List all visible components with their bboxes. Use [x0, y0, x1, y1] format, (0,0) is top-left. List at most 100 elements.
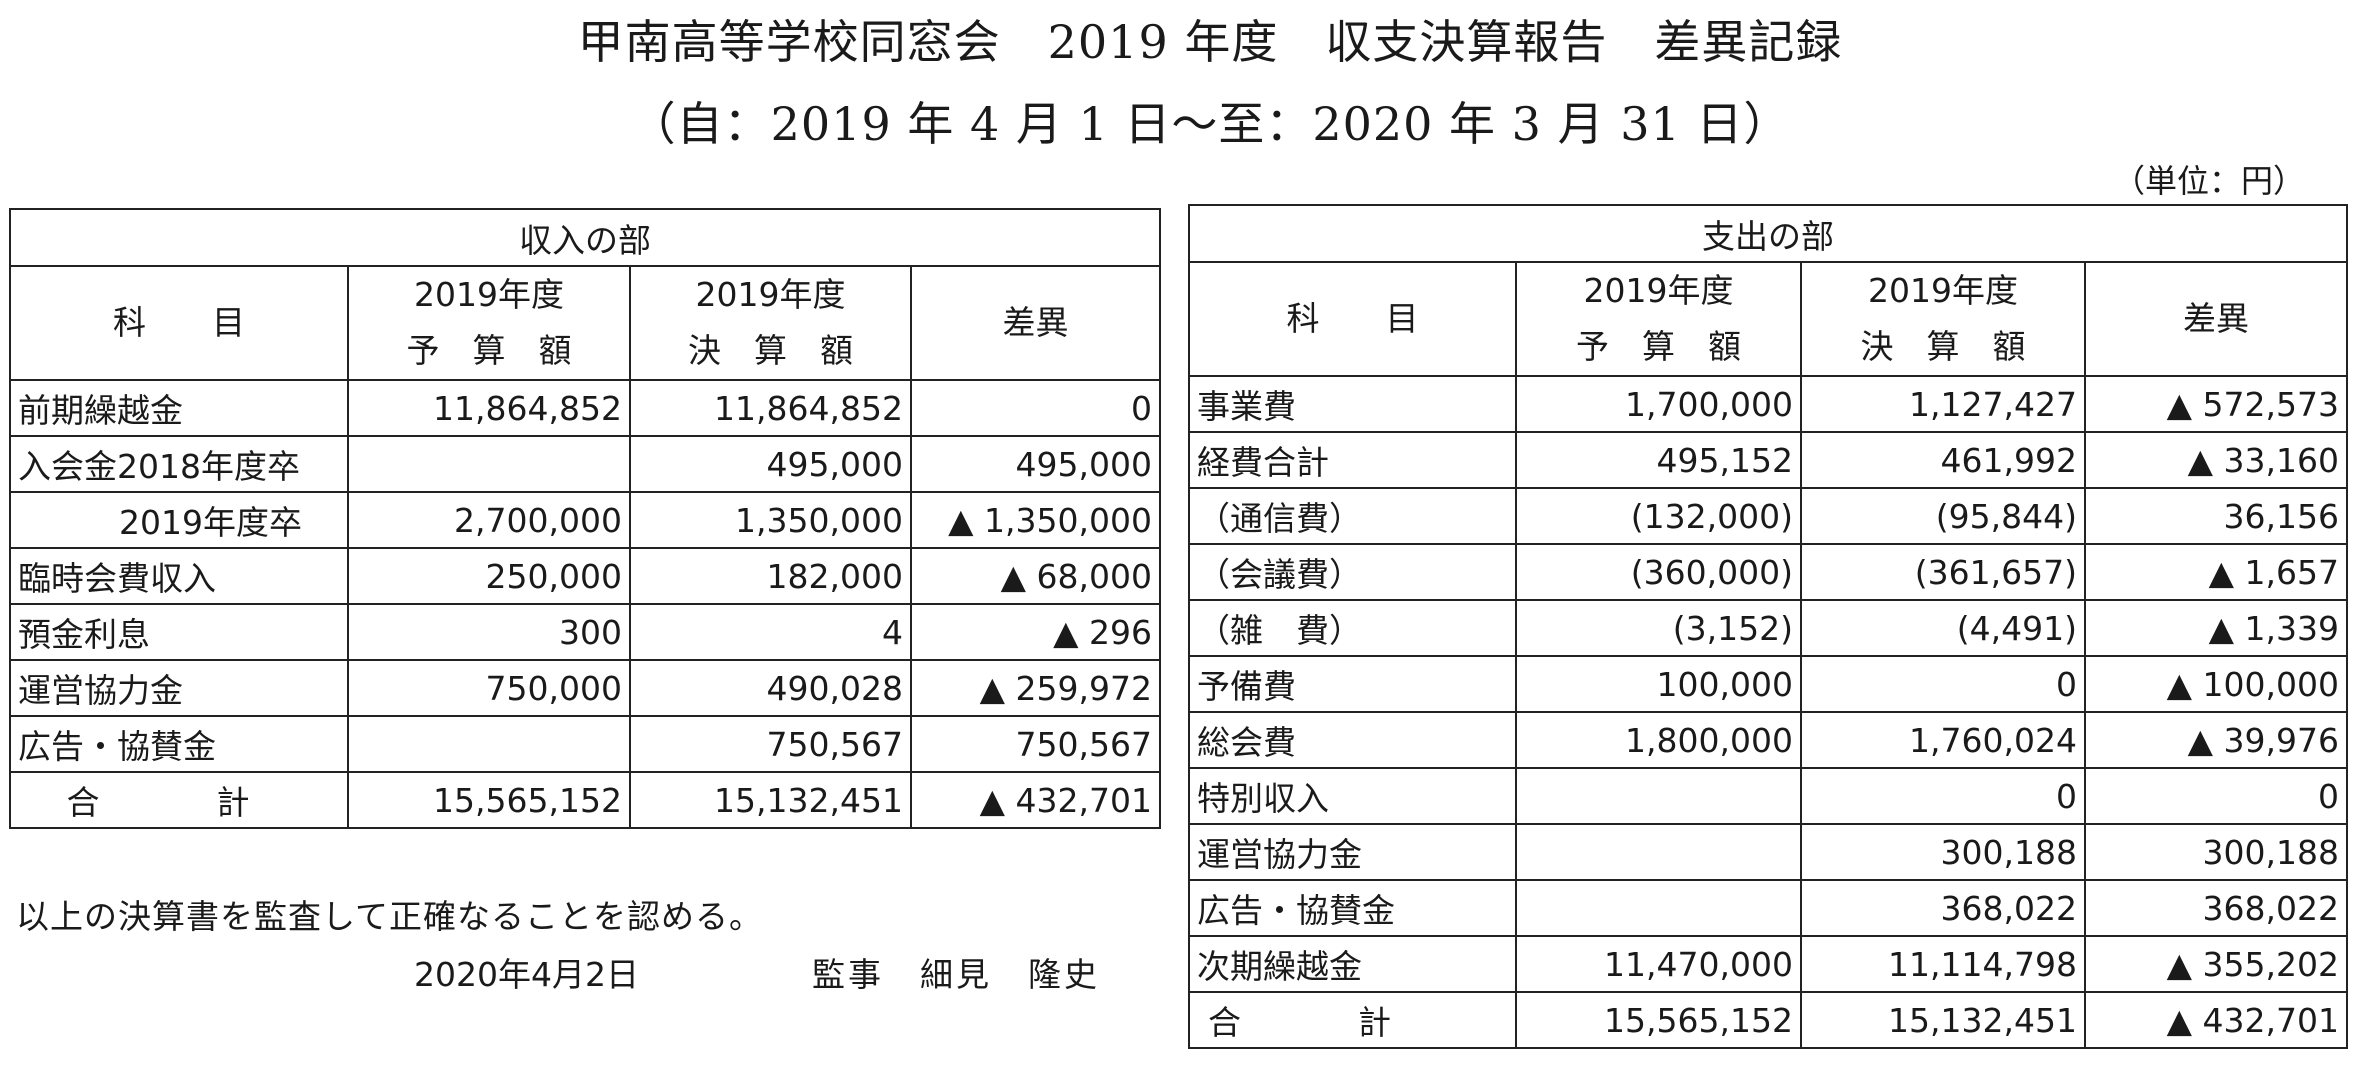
- table-row: 2019年度卒 2,700,000 1,350,000 ▲ 1,350,000: [9, 491, 1161, 549]
- diff-cell: 368,022: [2084, 879, 2348, 937]
- row-label: 臨時会費収入: [9, 547, 349, 605]
- diff-cell: ▲ 1,657: [2084, 543, 2348, 601]
- table-row: （会議費） (360,000) (361,657) ▲ 1,657: [1188, 543, 2348, 601]
- row-label: 入会金2018年度卒: [9, 435, 349, 493]
- table-row: 前期繰越金 11,864,852 11,864,852 0: [9, 379, 1161, 437]
- budget-cell: [1515, 767, 1802, 825]
- table-row: 運営協力金 750,000 490,028 ▲ 259,972: [9, 659, 1161, 717]
- actual-cell: 750,567: [629, 715, 912, 773]
- income-col-budget-label: 予 算 額: [406, 331, 572, 370]
- budget-cell: (3,152): [1515, 599, 1802, 657]
- table-row: 予備費 100,000 0 ▲ 100,000: [1188, 655, 2348, 713]
- expense-section-header-row: 支出の部: [1188, 204, 2348, 263]
- diff-cell: ▲ 33,160: [2084, 431, 2348, 489]
- row-label: 次期繰越金: [1188, 935, 1517, 993]
- actual-cell: 15,132,451: [1800, 991, 2086, 1049]
- actual-cell: (95,844): [1800, 487, 2086, 545]
- diff-cell: ▲ 259,972: [910, 659, 1161, 717]
- diff-cell: ▲ 68,000: [910, 547, 1161, 605]
- row-label: 経費合計: [1188, 431, 1517, 489]
- income-col-budget: 2019年度予 算 額: [347, 265, 631, 381]
- table-row: 次期繰越金 11,470,000 11,114,798 ▲ 355,202: [1188, 935, 2348, 993]
- row-label: 合 計: [9, 771, 349, 829]
- diff-cell: ▲ 355,202: [2084, 935, 2348, 993]
- actual-cell: 0: [1800, 655, 2086, 713]
- diff-cell: 750,567: [910, 715, 1161, 773]
- unit-label: （単位：円）: [2112, 162, 2305, 200]
- diff-cell: ▲ 296: [910, 603, 1161, 661]
- budget-cell: 750,000: [347, 659, 631, 717]
- budget-cell: 15,565,152: [1515, 991, 1802, 1049]
- table-row: （雑 費） (3,152) (4,491) ▲ 1,339: [1188, 599, 2348, 657]
- income-col-diff-label: 差異: [1002, 303, 1069, 342]
- table-row: 運営協力金 300,188 300,188: [1188, 823, 2348, 881]
- expense-section-title: 支出の部: [1188, 204, 2348, 263]
- audit-statement: 以上の決算書を監査して正確なることを認める。: [16, 897, 764, 936]
- expense-col-subject: 科 目: [1188, 261, 1517, 377]
- diff-cell: ▲ 100,000: [2084, 655, 2348, 713]
- actual-cell: 461,992: [1800, 431, 2086, 489]
- diff-cell: ▲ 432,701: [910, 771, 1161, 829]
- table-row: （通信費） (132,000) (95,844) 36,156: [1188, 487, 2348, 545]
- expense-col-budget: 2019年度予 算 額: [1515, 261, 1802, 377]
- actual-cell: 495,000: [629, 435, 912, 493]
- row-label: 前期繰越金: [9, 379, 349, 437]
- table-row: 広告・協賛金 368,022 368,022: [1188, 879, 2348, 937]
- budget-cell: 1,800,000: [1515, 711, 1802, 769]
- table-row: 総会費 1,800,000 1,760,024 ▲ 39,976: [1188, 711, 2348, 769]
- income-col-actual-label: 決 算 額: [688, 331, 853, 370]
- actual-cell: 368,022: [1800, 879, 2086, 937]
- budget-cell: 250,000: [347, 547, 631, 605]
- row-label: （雑 費）: [1188, 599, 1517, 657]
- table-row: 特別収入 0 0: [1188, 767, 2348, 825]
- budget-cell: [1515, 823, 1802, 881]
- diff-cell: ▲ 1,339: [2084, 599, 2348, 657]
- expense-column-header-row: 科 目 2019年度予 算 額 2019年度決 算 額 差異: [1188, 261, 2348, 377]
- table-row: 預金利息 300 4 ▲ 296: [9, 603, 1161, 661]
- row-label: 合 計: [1188, 991, 1517, 1049]
- row-label: 2019年度卒: [9, 491, 349, 549]
- auditor-name: 監事 細見 隆史: [812, 955, 1100, 994]
- table-row: 広告・協賛金 750,567 750,567: [9, 715, 1161, 773]
- actual-cell: 1,350,000: [629, 491, 912, 549]
- diff-cell: ▲ 432,701: [2084, 991, 2348, 1049]
- actual-cell: 11,114,798: [1800, 935, 2086, 993]
- budget-cell: (360,000): [1515, 543, 1802, 601]
- table-row: 経費合計 495,152 461,992 ▲ 33,160: [1188, 431, 2348, 489]
- income-column-header-row: 科 目 2019年度予 算 額 2019年度決 算 額 差異: [9, 265, 1161, 381]
- actual-cell: (4,491): [1800, 599, 2086, 657]
- actual-cell: 300,188: [1800, 823, 2086, 881]
- budget-cell: 11,470,000: [1515, 935, 1802, 993]
- expense-table: 支出の部 科 目 2019年度予 算 額 2019年度決 算 額 差異 事業費 …: [1188, 204, 2348, 1049]
- row-label: 事業費: [1188, 375, 1517, 433]
- income-col-budget-year: 2019年度: [414, 275, 564, 314]
- budget-cell: 15,565,152: [347, 771, 631, 829]
- row-label: 予備費: [1188, 655, 1517, 713]
- expense-col-budget-year: 2019年度: [1583, 271, 1734, 310]
- income-col-subject-label: 科 目: [113, 303, 245, 342]
- diff-cell: 36,156: [2084, 487, 2348, 545]
- actual-cell: 4: [629, 603, 912, 661]
- row-label: 運営協力金: [1188, 823, 1517, 881]
- income-col-actual: 2019年度決 算 額: [629, 265, 912, 381]
- row-label: 運営協力金: [9, 659, 349, 717]
- actual-cell: 1,760,024: [1800, 711, 2086, 769]
- diff-cell: ▲ 39,976: [2084, 711, 2348, 769]
- actual-cell: 11,864,852: [629, 379, 912, 437]
- income-section-title: 収入の部: [9, 208, 1161, 267]
- row-label: 広告・協賛金: [9, 715, 349, 773]
- row-label: 預金利息: [9, 603, 349, 661]
- total-row: 合 計 15,565,152 15,132,451 ▲ 432,701: [9, 771, 1161, 829]
- income-section-header-row: 収入の部: [9, 208, 1161, 267]
- diff-cell: 0: [910, 379, 1161, 437]
- report-period: （自：2019 年 4 月 1 日～至：2020 年 3 月 31 日）: [629, 97, 1791, 151]
- expense-col-diff-label: 差異: [2183, 299, 2249, 338]
- budget-cell: 100,000: [1515, 655, 1802, 713]
- income-col-subject: 科 目: [9, 265, 349, 381]
- diff-cell: ▲ 572,573: [2084, 375, 2348, 433]
- income-col-actual-year: 2019年度: [695, 275, 846, 314]
- expense-col-budget-label: 予 算 額: [1576, 327, 1741, 366]
- row-label: 総会費: [1188, 711, 1517, 769]
- expense-col-diff: 差異: [2084, 261, 2348, 377]
- audit-date: 2020年4月2日: [414, 955, 639, 994]
